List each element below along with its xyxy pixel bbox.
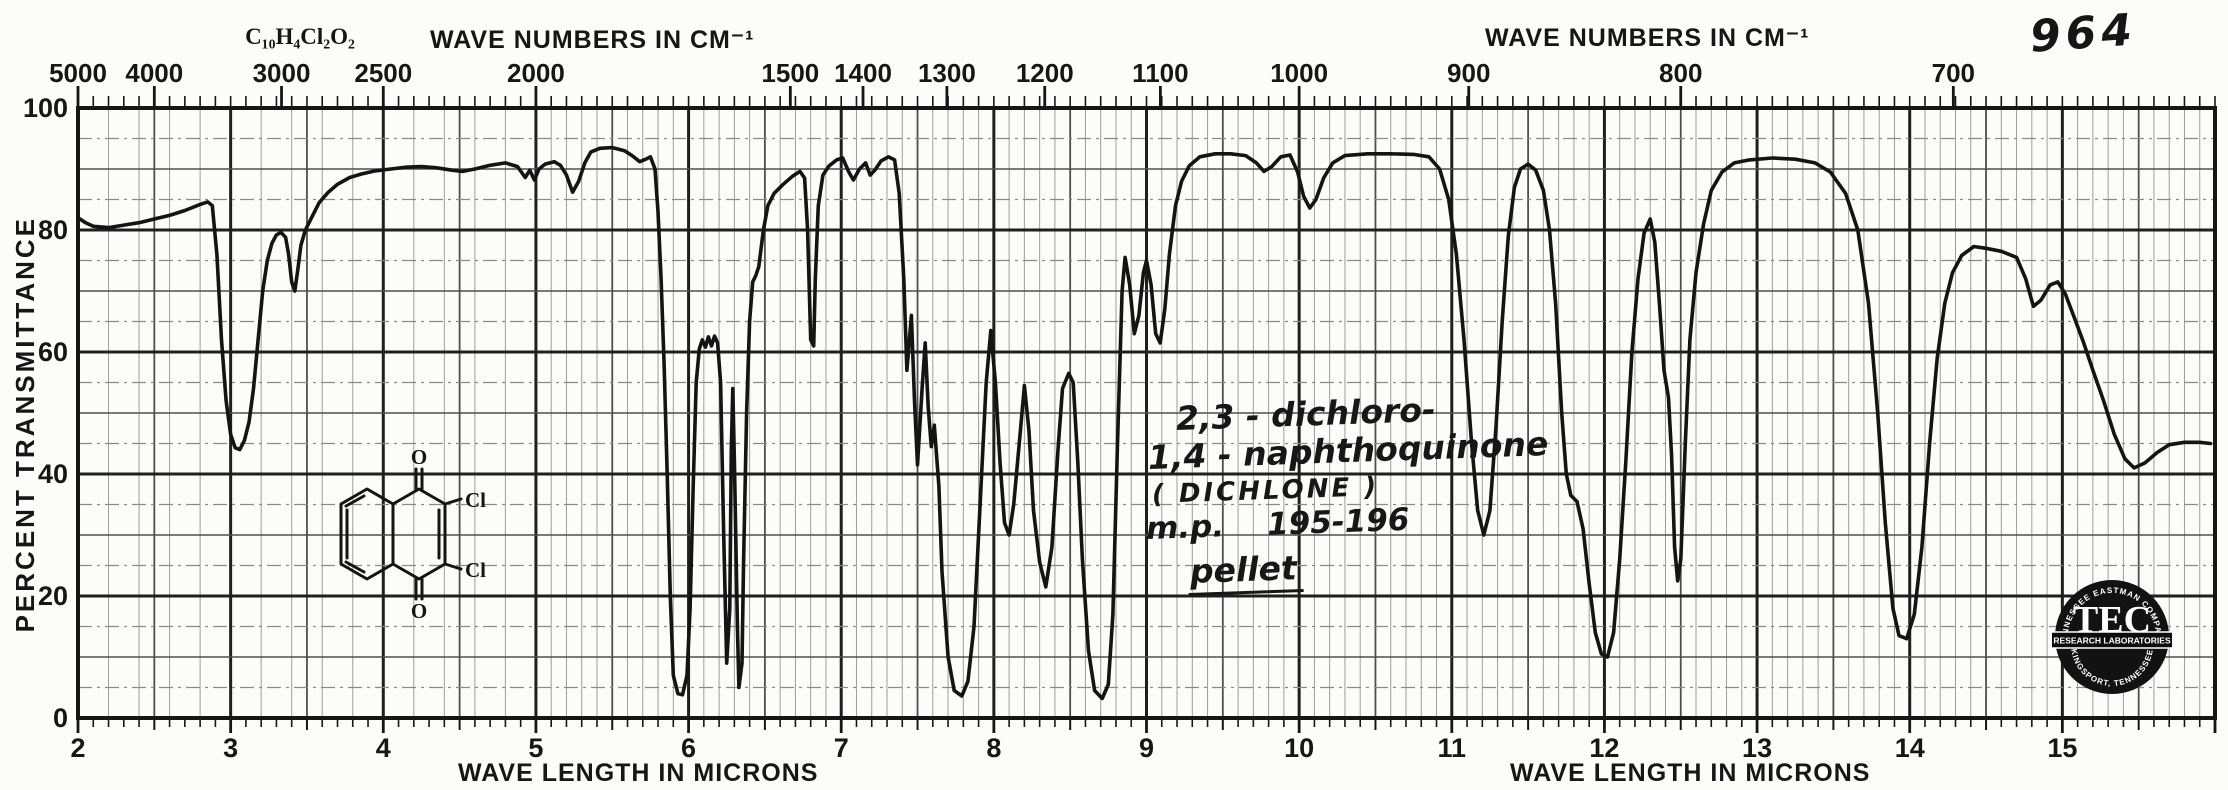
quinone-ring bbox=[391, 487, 447, 581]
chlorine-bond bbox=[443, 497, 463, 506]
bottom-axis-tick-label: 8 bbox=[986, 733, 1001, 763]
oxygen-label-top: O bbox=[411, 446, 427, 469]
y-axis-title: PERCENT TRANSMITTANCE bbox=[10, 216, 40, 633]
bottom-axis-tick-label: 12 bbox=[1589, 733, 1619, 763]
top-axis-tick-label: 1400 bbox=[834, 58, 892, 88]
top-axis-tick-label: 900 bbox=[1447, 58, 1490, 88]
top-axis-tick-label: 1100 bbox=[1132, 58, 1188, 88]
bottom-axis-tick-label: 7 bbox=[834, 733, 849, 763]
top-axis-tick-label: 3000 bbox=[253, 58, 311, 88]
top-axis-title-left: WAVE NUMBERS IN CM⁻¹ bbox=[430, 26, 755, 54]
top-axis-tick-label: 2000 bbox=[507, 58, 565, 88]
chlorine-bond bbox=[443, 562, 463, 571]
top-axis-tick-label: 700 bbox=[1932, 58, 1975, 88]
bottom-axis-tick-label: 6 bbox=[681, 733, 696, 763]
top-axis-tick-label: 2500 bbox=[354, 58, 412, 88]
double-bond bbox=[344, 494, 366, 508]
top-axis-title-right: WAVE NUMBERS IN CM⁻¹ bbox=[1485, 24, 1810, 52]
bottom-axis-tick-label: 14 bbox=[1895, 733, 1925, 763]
double-bond bbox=[344, 560, 366, 574]
bottom-axis-tick-label: 11 bbox=[1438, 733, 1467, 763]
top-axis-tick-label: 1500 bbox=[761, 58, 819, 88]
logo-banner bbox=[2052, 631, 2172, 649]
y-axis-tick-label: 100 bbox=[23, 93, 68, 123]
y-axis-tick-label: 80 bbox=[38, 215, 68, 245]
tec-logo: TEC TENNESSEE EASTMAN COMPANY RESEARCH L… bbox=[2052, 577, 2172, 697]
transmittance-curve bbox=[76, 145, 2213, 701]
chlorine-label-bottom: Cl bbox=[465, 558, 486, 582]
chlorine-label-top: Cl bbox=[465, 488, 486, 512]
oxygen-label-bottom: O bbox=[411, 599, 427, 623]
bottom-axis-tick-label: 9 bbox=[1139, 733, 1154, 763]
top-axis-tick-label: 4000 bbox=[125, 58, 183, 88]
y-axis-tick-label: 20 bbox=[38, 581, 68, 611]
bottom-axis-tick-label: 15 bbox=[2047, 733, 2077, 763]
bottom-axis-tick-label: 4 bbox=[376, 733, 391, 763]
bottom-axis-tick-label: 2 bbox=[70, 733, 85, 763]
benzene-ring bbox=[339, 487, 395, 581]
bottom-axis-tick-label: 10 bbox=[1284, 733, 1314, 763]
top-axis-tick-label: 800 bbox=[1659, 58, 1702, 88]
bottom-axis-tick-label: 5 bbox=[528, 733, 543, 763]
catalog-number: 964 bbox=[2028, 4, 2139, 63]
y-axis-tick-label: 60 bbox=[38, 337, 68, 367]
top-axis-tick-label: 5000 bbox=[49, 58, 107, 88]
top-axis-tick-label: 1300 bbox=[918, 58, 976, 88]
top-axis-tick-label: 1200 bbox=[1016, 58, 1074, 88]
chemical-structure: O O Cl Cl bbox=[298, 446, 498, 624]
molecular-formula: C₁₀H₄Cl₂O₂ bbox=[245, 24, 355, 49]
y-axis-tick-label: 0 bbox=[53, 703, 68, 733]
y-axis-tick-label: 40 bbox=[38, 459, 68, 489]
logo-banner-text: RESEARCH LABORATORIES bbox=[2053, 636, 2171, 646]
bottom-axis-tick-label: 3 bbox=[223, 733, 238, 763]
sample-form-note: pellet bbox=[1187, 548, 1304, 596]
bottom-axis-tick-label: 13 bbox=[1742, 733, 1772, 763]
top-axis-tick-label: 1000 bbox=[1270, 58, 1328, 88]
bottom-axis-title-right: WAVE LENGTH IN MICRONS bbox=[1510, 759, 1871, 787]
bottom-axis-title-left: WAVE LENGTH IN MICRONS bbox=[458, 759, 819, 787]
